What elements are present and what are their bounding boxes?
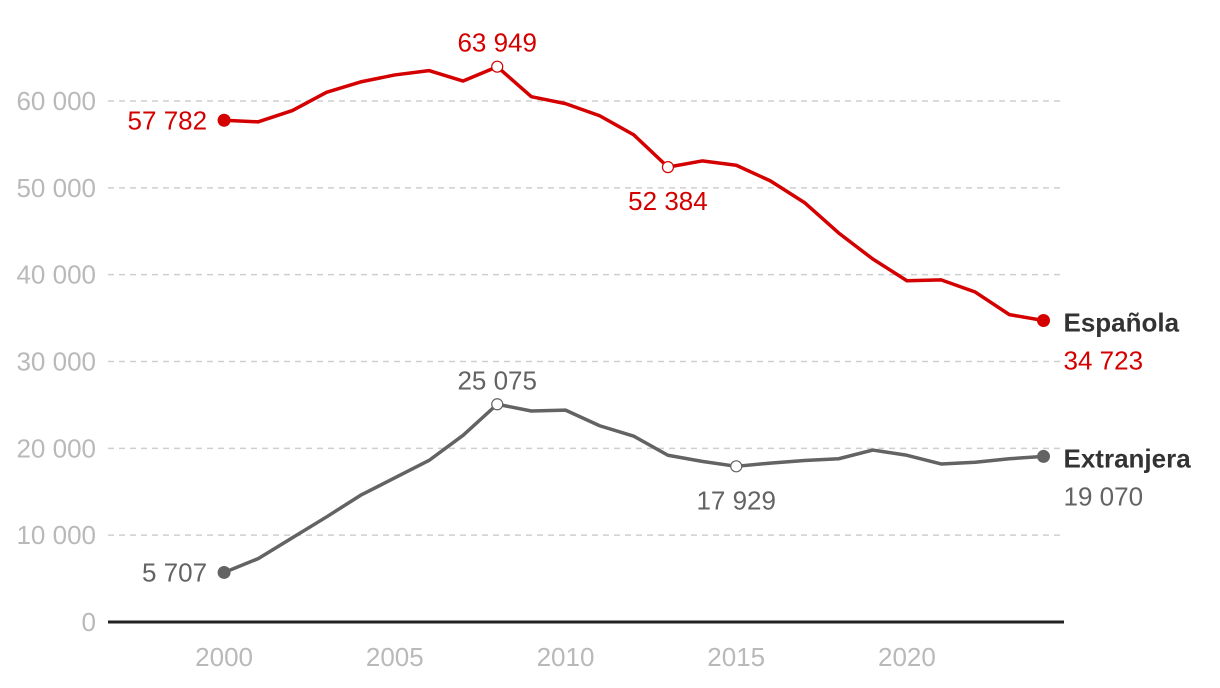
data-label: 17 929 bbox=[696, 485, 776, 515]
y-tick-label: 10 000 bbox=[16, 520, 96, 550]
point-marker-open bbox=[491, 398, 504, 411]
y-tick-label: 40 000 bbox=[16, 260, 96, 290]
point-marker bbox=[1037, 313, 1051, 327]
data-label: 19 070 bbox=[1064, 481, 1144, 511]
x-tick-label: 2005 bbox=[366, 642, 424, 672]
y-tick-label: 50 000 bbox=[16, 173, 96, 203]
y-axis-ticks: 0 10 000 20 000 30 000 40 000 50 000 60 000 bbox=[16, 86, 96, 637]
data-label: 25 075 bbox=[457, 365, 537, 395]
data-label: 63 949 bbox=[457, 28, 537, 58]
data-label: 5 707 bbox=[142, 557, 207, 587]
x-tick-label: 2010 bbox=[537, 642, 595, 672]
data-label: 52 384 bbox=[628, 186, 708, 216]
y-tick-label: 0 bbox=[82, 607, 96, 637]
data-label: 34 723 bbox=[1064, 345, 1144, 375]
point-marker bbox=[1037, 449, 1051, 463]
y-tick-label: 60 000 bbox=[16, 86, 96, 116]
point-marker bbox=[217, 113, 231, 127]
x-tick-label: 2015 bbox=[707, 642, 765, 672]
series-line-extranjera bbox=[222, 402, 1046, 575]
x-tick-label: 2000 bbox=[195, 642, 253, 672]
series-name-label: Extranjera bbox=[1064, 443, 1192, 473]
x-tick-label: 2020 bbox=[878, 642, 936, 672]
point-marker bbox=[217, 565, 231, 579]
y-tick-label: 30 000 bbox=[16, 347, 96, 377]
series-line-espanola bbox=[222, 64, 1046, 323]
data-labels: 57 782 63 949 52 384 34 723 Española 5 707 25 … bbox=[128, 28, 1192, 588]
point-marker-open bbox=[491, 60, 504, 73]
data-label: 57 782 bbox=[128, 105, 208, 135]
x-axis-ticks: 2000 2005 2010 2015 2020 bbox=[195, 642, 936, 672]
y-tick-label: 20 000 bbox=[16, 433, 96, 463]
point-marker-open bbox=[661, 161, 675, 174]
series-lines bbox=[222, 64, 1046, 575]
point-marker-open bbox=[730, 460, 743, 473]
point-markers bbox=[217, 60, 1051, 579]
series-name-label: Española bbox=[1064, 307, 1180, 337]
gridlines bbox=[108, 100, 1064, 536]
